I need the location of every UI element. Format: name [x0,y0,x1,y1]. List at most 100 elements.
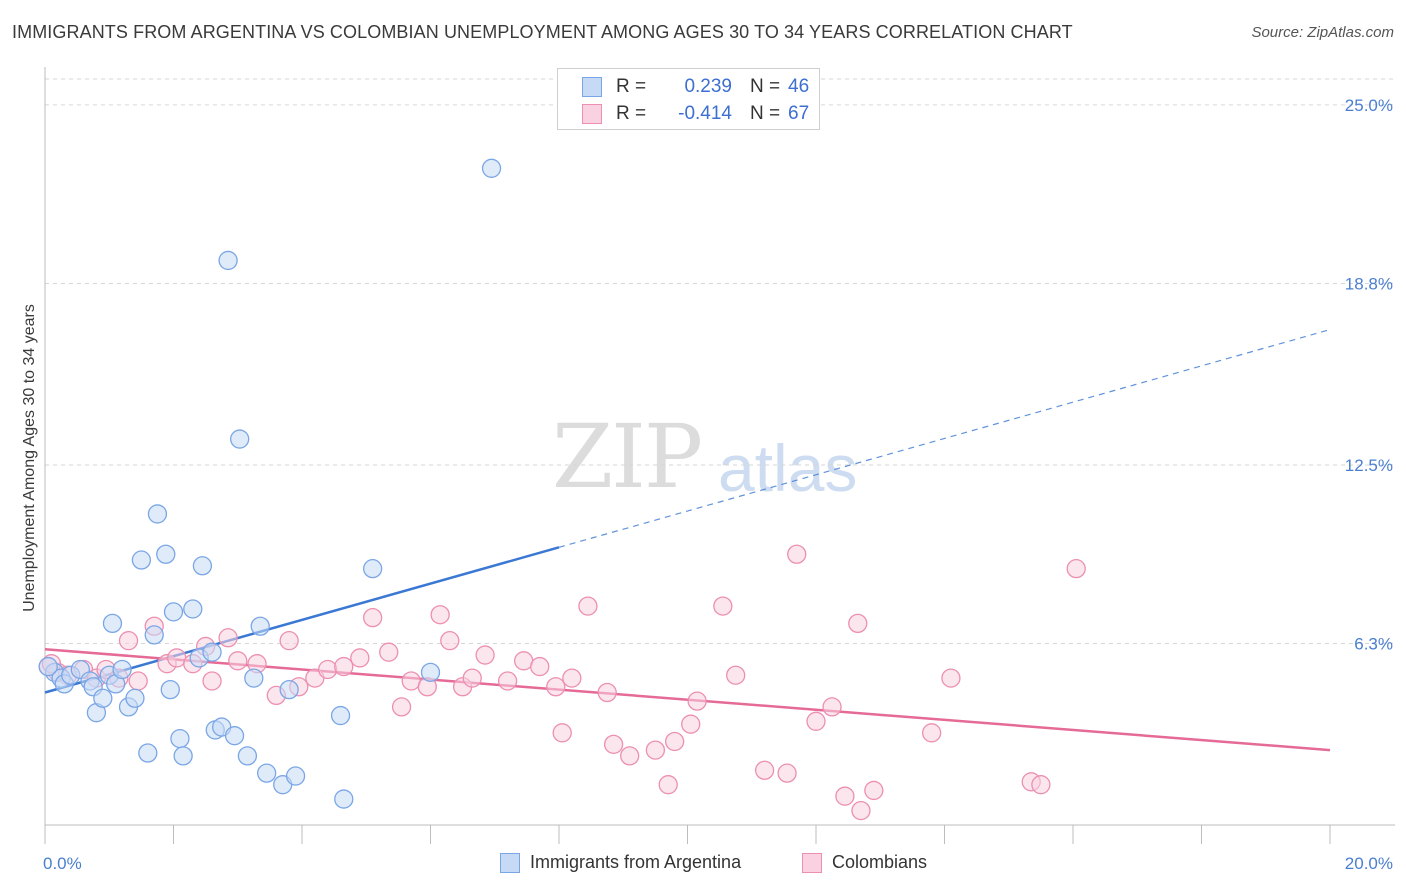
point-colombians [681,714,701,734]
y-tick-label: 25.0% [1345,96,1393,115]
legend-r-value: -0.414 [678,103,732,124]
point-colombians [497,671,518,691]
point-colombians [279,631,299,651]
point-argentina [420,662,441,682]
point-colombians [128,671,148,691]
point-colombians [941,668,961,688]
point-colombians [603,734,624,755]
point-argentina [102,613,123,634]
point-argentina [481,158,502,178]
watermark-zip: ZIP [552,405,703,508]
point-argentina [160,679,180,700]
point-colombians [430,605,450,625]
point-argentina [38,656,58,677]
point-colombians [546,677,566,697]
correlation-legend: R = 0.239 N = 46 R = -0.414 N = 67 [557,68,820,130]
point-colombians [391,697,412,717]
point-colombians [777,763,797,783]
point-argentina [202,642,222,662]
legend-n-value: 67 [788,103,810,124]
point-colombians [562,668,582,688]
point-argentina [173,746,193,766]
point-argentina [131,550,152,570]
point-argentina [218,250,238,271]
point-colombians [462,668,482,688]
point-colombians [167,648,187,668]
legend-r-label: R = [616,103,647,124]
point-argentina [363,559,383,579]
point-argentina [334,789,354,809]
legend-n-value: 46 [788,76,810,97]
point-colombians [713,596,733,616]
point-colombians [835,786,855,806]
point-argentina [257,763,277,783]
bottom-legend-swatch-colombians [802,852,822,873]
chart-title: IMMIGRANTS FROM ARGENTINA VS COLOMBIAN U… [12,22,1073,42]
point-colombians [530,656,550,677]
point-colombians [620,746,640,766]
point-argentina [237,746,258,766]
point-colombians [514,651,534,671]
y-tick-label: 12.5% [1345,456,1393,475]
point-argentina [147,504,168,524]
point-argentina [138,743,158,763]
bottom-legend-swatch-argentina [500,852,520,873]
trend-lines [44,329,1331,752]
point-colombians [363,607,383,628]
point-colombians [379,642,399,662]
legend-swatch-argentina [582,77,602,97]
point-colombians [922,723,942,743]
point-argentina [156,544,176,564]
gridlines [45,78,1395,645]
x-tick-label: 20.0% [1345,854,1393,873]
point-colombians [851,800,871,821]
point-colombians [475,645,495,665]
point-argentina [192,556,213,576]
point-argentina [250,616,270,636]
point-colombians [806,711,826,731]
point-argentina [285,766,306,786]
point-colombians [1031,775,1051,795]
point-argentina [93,688,113,708]
point-colombians [552,723,572,743]
bottom-legend-label-argentina: Immigrants from Argentina [530,852,742,872]
point-colombians [665,731,685,752]
point-colombians [658,775,678,795]
point-colombians [228,651,248,671]
point-colombians [787,544,807,564]
legend-n-label: N = [750,76,781,97]
point-argentina [279,679,299,700]
bottom-legend-argentina: Immigrants from Argentina [500,852,741,873]
trend-line-dashed [558,329,1331,548]
point-argentina [224,726,245,746]
bottom-legend-label-colombians: Colombians [832,852,928,872]
point-colombians [754,760,775,780]
bottom-legend-colombians: Colombians [802,852,927,873]
point-colombians [578,596,598,616]
point-colombians [118,631,139,651]
point-colombians [440,631,460,651]
point-argentina [112,659,132,680]
point-colombians [334,656,354,677]
legend-row-argentina: R = 0.239 N = 46 [558,74,809,100]
point-colombians [1066,559,1086,579]
legend-r-value: 0.239 [684,76,732,97]
point-colombians [687,691,707,711]
legend-r-label: R = [616,76,647,97]
point-colombians [726,665,746,685]
y-tick-label: 6.3% [1354,635,1393,654]
point-argentina [244,668,264,688]
point-colombians [350,648,370,668]
point-argentina [330,705,351,726]
point-colombians [822,697,842,717]
legend-swatch-colombians [582,104,602,124]
tick-labels: 6.3% 12.5% 18.8% 25.0% 0.0% 20.0% [43,96,1393,873]
point-colombians [202,671,222,691]
point-colombians [645,740,666,760]
data-points [38,158,1086,821]
point-argentina [125,688,145,708]
x-tick-label: 0.0% [43,854,82,873]
source-note: Source: ZipAtlas.com [1251,24,1394,41]
axes [44,67,1395,844]
